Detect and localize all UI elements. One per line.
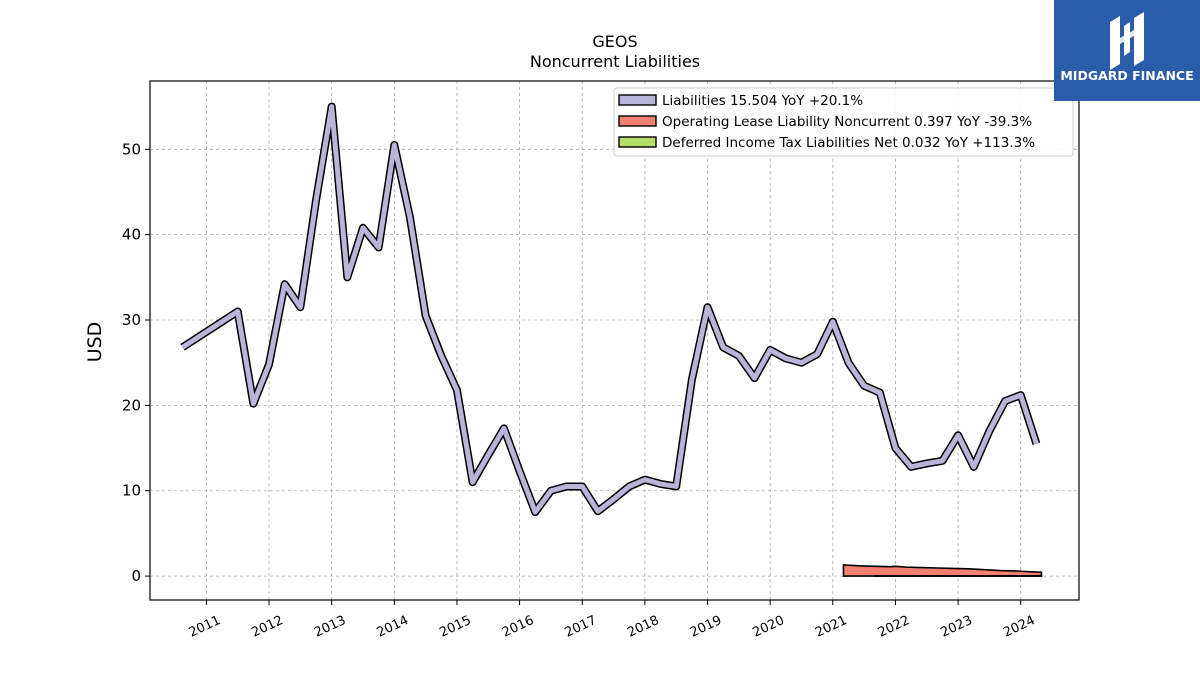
x-tick-label: 2016 [500, 613, 536, 641]
legend-swatch [618, 94, 657, 106]
legend: Liabilities 15.504 YoY +20.1% Operating L… [613, 87, 1074, 157]
x-tick-label: 2012 [249, 613, 285, 641]
x-tick-label: 2013 [312, 613, 348, 641]
y-tick-label: 40 [122, 226, 141, 244]
y-tick-label: 30 [122, 311, 141, 329]
y-tick-label: 50 [122, 140, 141, 158]
x-tick-label: 2020 [751, 613, 787, 641]
legend-swatch [618, 136, 657, 148]
y-tick-label: 0 [131, 567, 141, 585]
midgard-logo-text: MIDGARD FINANCE [1060, 68, 1194, 83]
x-tick-label: 2014 [375, 613, 411, 641]
x-tick-label: 2024 [1001, 613, 1037, 641]
x-tick-label: 2015 [437, 613, 473, 641]
series-operating-lease-area [842, 564, 1043, 577]
series-liabilities-outline [180, 102, 1041, 517]
x-tick-label: 2018 [625, 613, 661, 641]
y-axis-label: USD [84, 322, 106, 363]
x-tick-label: 2011 [187, 613, 223, 641]
plot-frame [149, 80, 1080, 601]
legend-entry: Operating Lease Liability Noncurrent 0.3… [662, 114, 1032, 130]
midgard-logo-icon [1110, 12, 1144, 70]
legend-box [613, 87, 1074, 157]
legend-entry: Liabilities 15.504 YoY +20.1% [662, 93, 863, 109]
y-tick-label: 10 [122, 482, 141, 500]
grid [150, 81, 1079, 600]
chart-subtitle: Noncurrent Liabilities [530, 52, 700, 71]
legend-entry: Deferred Income Tax Liabilities Net 0.03… [662, 135, 1035, 151]
x-tick-label: 2021 [813, 613, 849, 641]
midgard-finance-logo: MIDGARD FINANCE [1054, 0, 1200, 101]
x-tick-label: 2022 [876, 613, 912, 641]
x-tick-label: 2017 [563, 613, 599, 641]
chart-title: GEOS [592, 32, 637, 51]
legend-swatch [618, 115, 657, 127]
x-tick-label: 2019 [688, 613, 724, 641]
y-tick-label: 20 [122, 396, 141, 414]
x-tick-label: 2023 [938, 613, 974, 641]
series-liabilities-line [181, 104, 1039, 515]
plot-area [180, 102, 1043, 577]
